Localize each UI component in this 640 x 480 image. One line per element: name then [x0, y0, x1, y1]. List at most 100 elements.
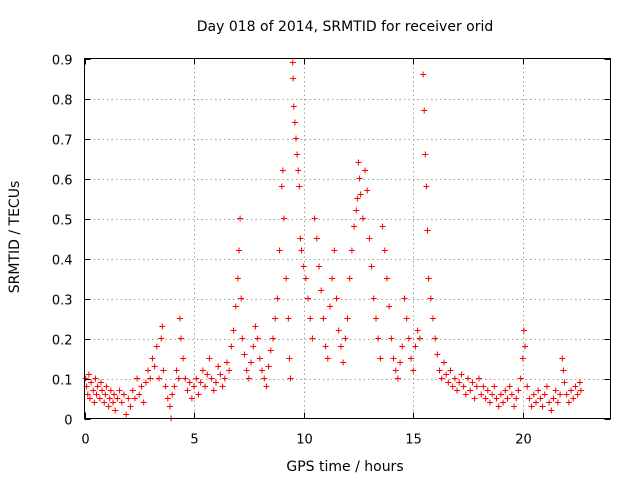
- data-point: [511, 403, 518, 410]
- data-point: [111, 391, 118, 398]
- data-point: [561, 379, 568, 386]
- data-point: [86, 395, 93, 402]
- data-point: [515, 387, 522, 394]
- data-point: [164, 395, 171, 402]
- data-point: [127, 403, 134, 410]
- data-point: [166, 403, 173, 410]
- data-point: [577, 387, 584, 394]
- data-point: [362, 167, 369, 174]
- data-point: [180, 355, 187, 362]
- data-point: [377, 355, 384, 362]
- data-point: [568, 387, 575, 394]
- data-point: [193, 375, 200, 382]
- data-point: [230, 327, 237, 334]
- data-point: [423, 183, 430, 190]
- data-point: [491, 383, 498, 390]
- data-point: [386, 303, 393, 310]
- data-point: [394, 375, 401, 382]
- data-point: [199, 367, 206, 374]
- data-point: [436, 367, 443, 374]
- data-point: [469, 379, 476, 386]
- data-point: [175, 375, 182, 382]
- data-point: [84, 391, 91, 398]
- data-point: [313, 235, 320, 242]
- data-point: [243, 367, 250, 374]
- data-point: [548, 407, 555, 414]
- data-point: [105, 403, 112, 410]
- data-point: [94, 383, 101, 390]
- data-points: [82, 59, 584, 422]
- data-point: [368, 263, 375, 270]
- data-point: [517, 375, 524, 382]
- data-point: [451, 375, 458, 382]
- data-point: [191, 383, 198, 390]
- x-axis-title: GPS time / hours: [286, 459, 403, 475]
- data-point: [322, 343, 329, 350]
- data-point: [563, 391, 570, 398]
- data-point: [300, 263, 307, 270]
- data-point: [570, 395, 577, 402]
- data-point: [125, 395, 132, 402]
- data-point: [290, 75, 297, 82]
- data-point: [484, 387, 491, 394]
- data-point: [348, 247, 355, 254]
- data-point: [294, 151, 301, 158]
- data-point: [354, 195, 361, 202]
- data-point: [513, 395, 520, 402]
- data-point: [370, 295, 377, 302]
- data-point: [504, 395, 511, 402]
- data-point: [388, 335, 395, 342]
- data-point: [320, 315, 327, 322]
- data-point: [429, 315, 436, 322]
- data-point: [90, 387, 97, 394]
- data-point: [221, 375, 228, 382]
- data-point: [120, 391, 127, 398]
- data-point: [397, 359, 404, 366]
- x-tick-label: 15: [405, 433, 422, 448]
- data-point: [261, 375, 268, 382]
- data-point: [541, 391, 548, 398]
- data-point: [383, 275, 390, 282]
- data-point: [176, 315, 183, 322]
- data-point: [173, 367, 180, 374]
- data-point: [159, 323, 166, 330]
- data-point: [506, 383, 513, 390]
- data-point: [263, 383, 270, 390]
- data-point: [228, 343, 235, 350]
- data-point: [344, 315, 351, 322]
- data-point: [305, 295, 312, 302]
- y-tick-label: 0.4: [52, 254, 73, 269]
- data-point: [232, 303, 239, 310]
- data-point: [401, 295, 408, 302]
- data-point: [342, 335, 349, 342]
- data-point: [508, 391, 515, 398]
- data-point: [204, 371, 211, 378]
- data-point: [522, 343, 529, 350]
- data-point: [346, 275, 353, 282]
- data-point: [283, 275, 290, 282]
- data-point: [116, 387, 123, 394]
- data-point: [99, 387, 106, 394]
- data-point: [213, 379, 219, 386]
- data-point: [392, 367, 399, 374]
- y-tick-label: 0.7: [52, 134, 73, 149]
- y-tick-label: 0.1: [52, 374, 73, 389]
- data-point: [495, 403, 502, 410]
- data-point: [465, 375, 472, 382]
- data-point: [85, 371, 92, 378]
- data-point: [241, 351, 248, 358]
- data-point: [337, 343, 344, 350]
- data-point: [311, 215, 318, 222]
- data-point: [408, 355, 415, 362]
- data-point: [539, 403, 546, 410]
- data-point: [421, 107, 428, 114]
- data-point: [424, 227, 431, 234]
- data-point: [425, 275, 432, 282]
- data-point: [237, 215, 244, 222]
- data-point: [502, 387, 509, 394]
- data-point: [287, 375, 294, 382]
- data-point: [316, 263, 323, 270]
- data-point: [546, 399, 553, 406]
- data-point: [279, 167, 286, 174]
- data-point: [215, 363, 222, 370]
